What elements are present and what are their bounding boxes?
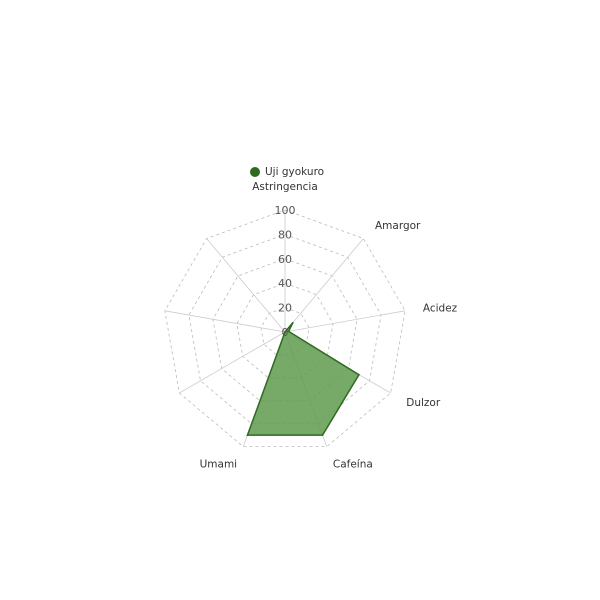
data-point [358,373,360,376]
data-point [292,321,294,324]
series-area [246,322,360,436]
axis-label: Cafeína [333,459,373,471]
axis-line [284,238,364,333]
tick-label: 80 [278,228,292,241]
axis-label: Dulzor [406,397,441,409]
tick-label: 20 [278,302,292,315]
axis-line [284,310,406,333]
tick-label: 0 [282,326,289,339]
data-point [246,434,249,436]
axis-label: Astringencia [252,181,318,193]
grid-ring [260,307,310,356]
tick-label: 60 [278,253,292,266]
tick-label: 40 [278,277,292,290]
axis-line [206,238,286,333]
axis-label: Umami [200,459,238,471]
data-point [321,434,324,436]
data-point [284,331,286,333]
grid-ring [164,209,406,448]
legend-swatch [250,167,260,177]
tick-label: 100 [275,204,296,217]
axis-line [179,331,286,394]
legend: Uji gyokuro [250,166,324,178]
axis-label: Acidez [423,303,458,315]
axis-label: Amargor [375,220,421,232]
legend-label[interactable]: Uji gyokuro [265,166,325,178]
data-point [287,330,290,333]
axis-line [164,310,286,333]
